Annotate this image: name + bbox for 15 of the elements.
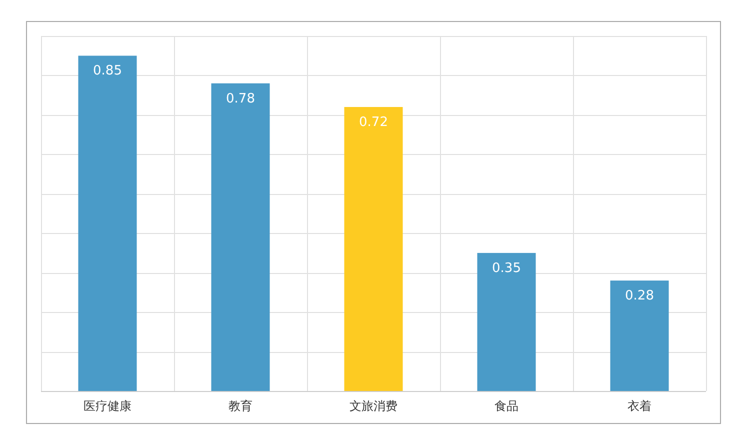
x-tick-label: 教育 xyxy=(228,399,252,413)
data-label: 0.78 xyxy=(226,91,255,106)
data-label: 0.85 xyxy=(93,64,122,79)
x-tick-label: 食品 xyxy=(494,399,518,413)
data-label: 0.28 xyxy=(625,288,654,304)
data-label: 0.35 xyxy=(492,260,521,276)
bar xyxy=(211,83,270,391)
data-label: 0.72 xyxy=(359,115,388,130)
x-tick-label: 文旅消费 xyxy=(350,399,398,413)
bar xyxy=(344,107,403,391)
bar xyxy=(610,280,669,391)
bar xyxy=(477,252,536,391)
bar xyxy=(78,56,137,391)
x-tick-label: 衣着 xyxy=(628,399,652,413)
x-tick-label: 医疗健康 xyxy=(84,399,132,413)
